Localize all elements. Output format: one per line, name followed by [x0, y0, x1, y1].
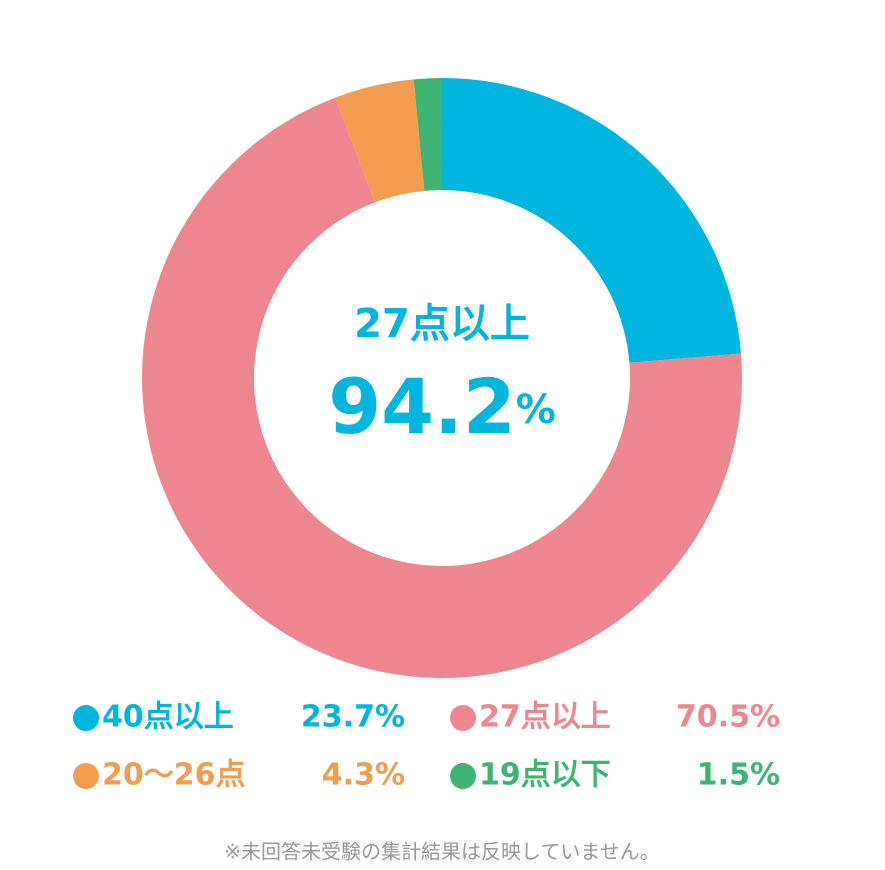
center-unit: % — [516, 387, 556, 433]
center-value: 94.2 — [328, 362, 516, 451]
donut-segment — [413, 78, 442, 191]
legend-label: 20〜26点 — [102, 758, 246, 793]
legend-value: 1.5% — [697, 758, 780, 793]
legend-value: 4.3% — [322, 758, 405, 793]
legend-marker — [450, 705, 476, 731]
legend-marker — [73, 763, 99, 789]
legend-label: 27点以上 — [479, 700, 611, 735]
donut-segment — [442, 78, 741, 363]
donut-segment — [335, 79, 425, 203]
center-value-text: 94.2% — [328, 362, 556, 451]
legend-marker — [450, 763, 476, 789]
legend-label: 19点以下 — [479, 758, 611, 793]
legend-label: 40点以上 — [102, 700, 234, 735]
footnote: ※未回答未受験の集計結果は反映していません。 — [224, 840, 660, 864]
legend-value: 70.5% — [676, 700, 780, 735]
legend-value: 23.7% — [301, 700, 405, 735]
legend-marker — [73, 705, 99, 731]
donut-segment — [142, 97, 742, 678]
center-label: 27点以上 — [354, 301, 530, 347]
